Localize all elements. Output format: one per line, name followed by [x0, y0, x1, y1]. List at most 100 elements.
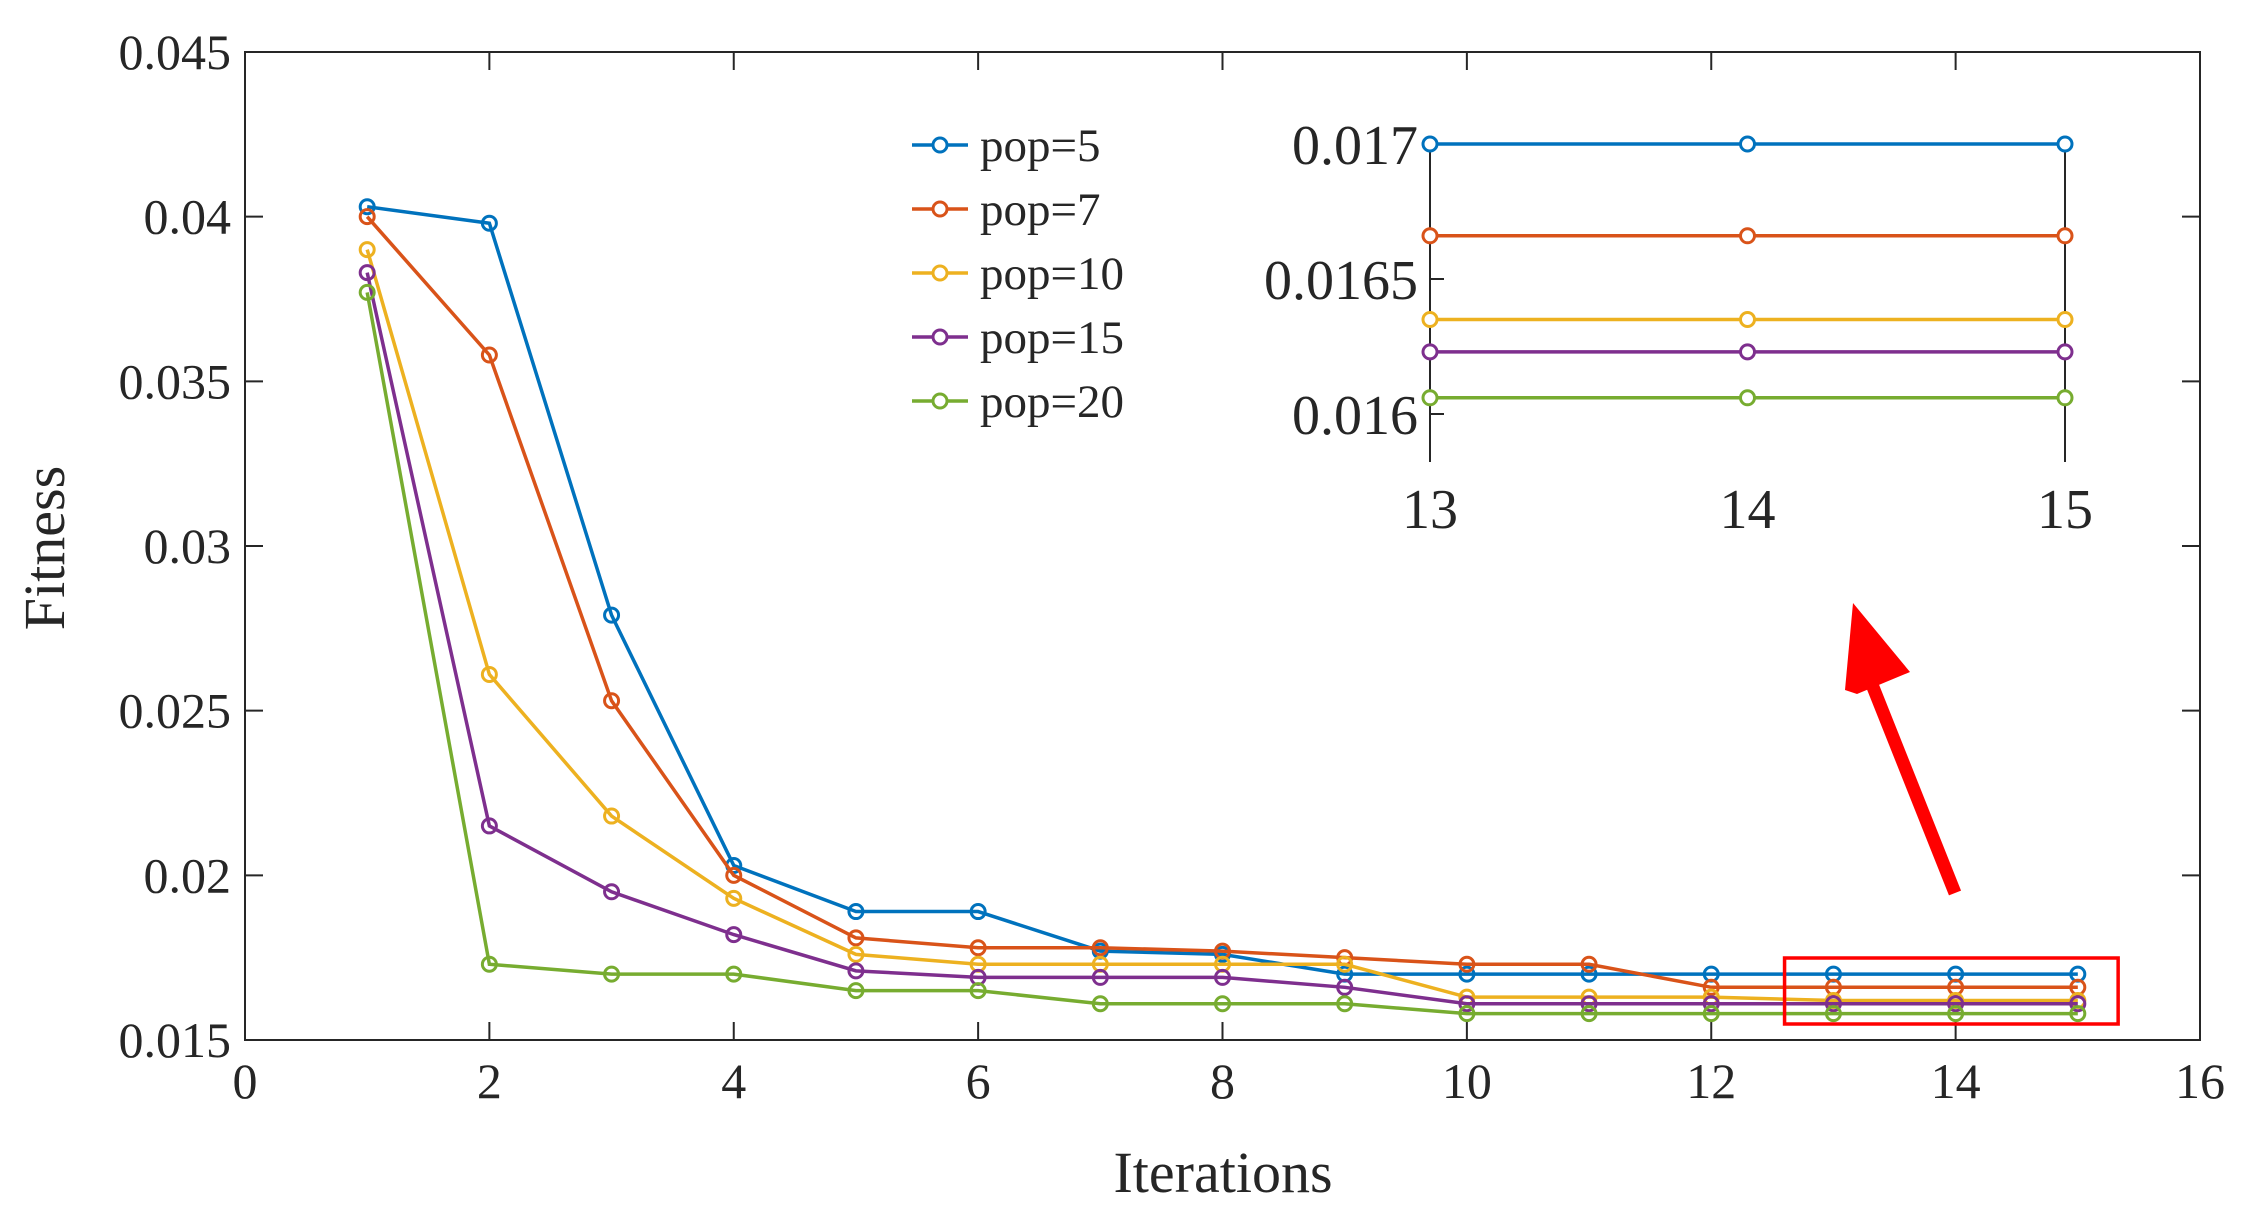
inset-data-point [1421, 311, 1439, 328]
data-point [969, 939, 987, 957]
data-point [969, 903, 987, 921]
data-point [1336, 995, 1354, 1013]
data-point [1947, 1005, 1965, 1023]
inset-x-tick-label: 15 [2037, 479, 2093, 541]
data-point [1336, 955, 1354, 973]
x-tick-label: 16 [2175, 1053, 2225, 1109]
y-tick-label: 0.025 [119, 683, 232, 739]
data-point [1702, 978, 1720, 996]
data-point [1336, 978, 1354, 996]
data-point [603, 965, 621, 983]
legend-label: pop=7 [980, 184, 1101, 236]
data-point [480, 955, 498, 973]
inset-data-point [1421, 389, 1439, 407]
series-line-pop=15 [365, 272, 2078, 1006]
data-point [1214, 968, 1231, 986]
legend-label: pop=10 [980, 248, 1124, 300]
data-point [603, 692, 621, 710]
inset-x-tick-label: 14 [1720, 479, 1776, 541]
data-point [725, 926, 743, 944]
y-axis-label: Fitness [12, 466, 77, 630]
inset-y-tick-label: 0.017 [1292, 115, 1418, 177]
data-point [1458, 965, 1476, 983]
data-point [1702, 1005, 1720, 1023]
data-point [1458, 1005, 1476, 1023]
y-tick-label: 0.02 [144, 847, 232, 903]
data-point [847, 945, 865, 963]
data-point [1702, 995, 1720, 1013]
inset-data-point [1739, 135, 1756, 153]
legend-label: pop=15 [980, 312, 1124, 364]
inset-data-point [1739, 343, 1756, 361]
inset-data-point [1421, 135, 1439, 153]
inset-data-point [2056, 311, 2074, 328]
data-point [358, 198, 376, 216]
data-point [1091, 968, 1109, 986]
highlight-box [1782, 956, 2120, 1026]
data-point [358, 283, 376, 301]
y-tick-label: 0.04 [144, 189, 232, 245]
legend-marker [931, 264, 949, 282]
legend: pop=5 pop=7 pop=10 pop=15 pop=20 [912, 120, 1124, 428]
legend-marker [931, 392, 949, 410]
data-point [969, 982, 987, 1000]
data-point [1580, 1005, 1598, 1023]
x-tick-label: 4 [721, 1053, 746, 1109]
data-point [1947, 995, 1965, 1013]
inset-data-point [1739, 227, 1756, 245]
series-line-pop=10 [365, 249, 2078, 1003]
y-tick-label: 0.015 [119, 1012, 232, 1068]
data-point [1458, 995, 1476, 1013]
series-line-pop=5 [366, 205, 2078, 976]
data-point [2069, 1005, 2087, 1023]
data-point [480, 346, 498, 364]
data-point [1824, 995, 1842, 1013]
inset-data-point [2056, 389, 2074, 407]
data-point [1580, 965, 1598, 983]
data-point [847, 982, 865, 1000]
annotations [1782, 603, 2120, 1026]
data-point [725, 889, 743, 907]
inset-data-point [1739, 311, 1756, 328]
x-axis-label: Iterations [1113, 1140, 1332, 1205]
inset-y-tick-label: 0.016 [1292, 385, 1418, 447]
x-tick-label: 6 [966, 1053, 991, 1109]
data-point [1214, 995, 1231, 1013]
data-point [358, 241, 376, 259]
legend-label: pop=20 [980, 376, 1124, 428]
y-tick-label: 0.03 [144, 518, 232, 574]
data-point [480, 214, 498, 232]
series-line-pop=7 [365, 215, 2078, 990]
inset-plot: 0.016 0.0165 0.017 13 14 15 [1264, 115, 2093, 541]
data-point [847, 903, 865, 921]
inset-data-point [2056, 227, 2074, 245]
data-point [1824, 1005, 1842, 1023]
data-point [480, 817, 498, 835]
x-tick-label: 8 [1210, 1053, 1235, 1109]
data-point [847, 962, 865, 980]
x-tick-label: 12 [1686, 1053, 1736, 1109]
arrow-shaft [1864, 679, 1962, 896]
inset-y-tick-label: 0.0165 [1264, 250, 1418, 312]
series-line-pop=20 [365, 292, 2078, 1016]
data-point [725, 866, 743, 884]
data-point [1091, 939, 1109, 957]
data-point [358, 264, 376, 282]
inset-x-tick-label: 13 [1402, 479, 1458, 541]
data-point [603, 807, 621, 825]
data-point [1458, 955, 1476, 973]
inset-data-point [2056, 135, 2074, 153]
legend-marker [931, 136, 949, 154]
y-tick-label: 0.035 [119, 353, 232, 409]
inset-data-point [1421, 227, 1439, 245]
y-tick-label: 0.045 [119, 24, 232, 80]
data-point [603, 883, 621, 901]
x-tick-label: 14 [1931, 1053, 1981, 1109]
data-point [847, 929, 865, 947]
main-plot: 0 2 4 6 8 10 12 14 16 0.015 0.02 0.025 0.03 0.035 0.04… [119, 24, 2226, 1109]
data-point [1580, 955, 1598, 973]
data-point [2069, 995, 2087, 1013]
data-point [603, 606, 621, 624]
